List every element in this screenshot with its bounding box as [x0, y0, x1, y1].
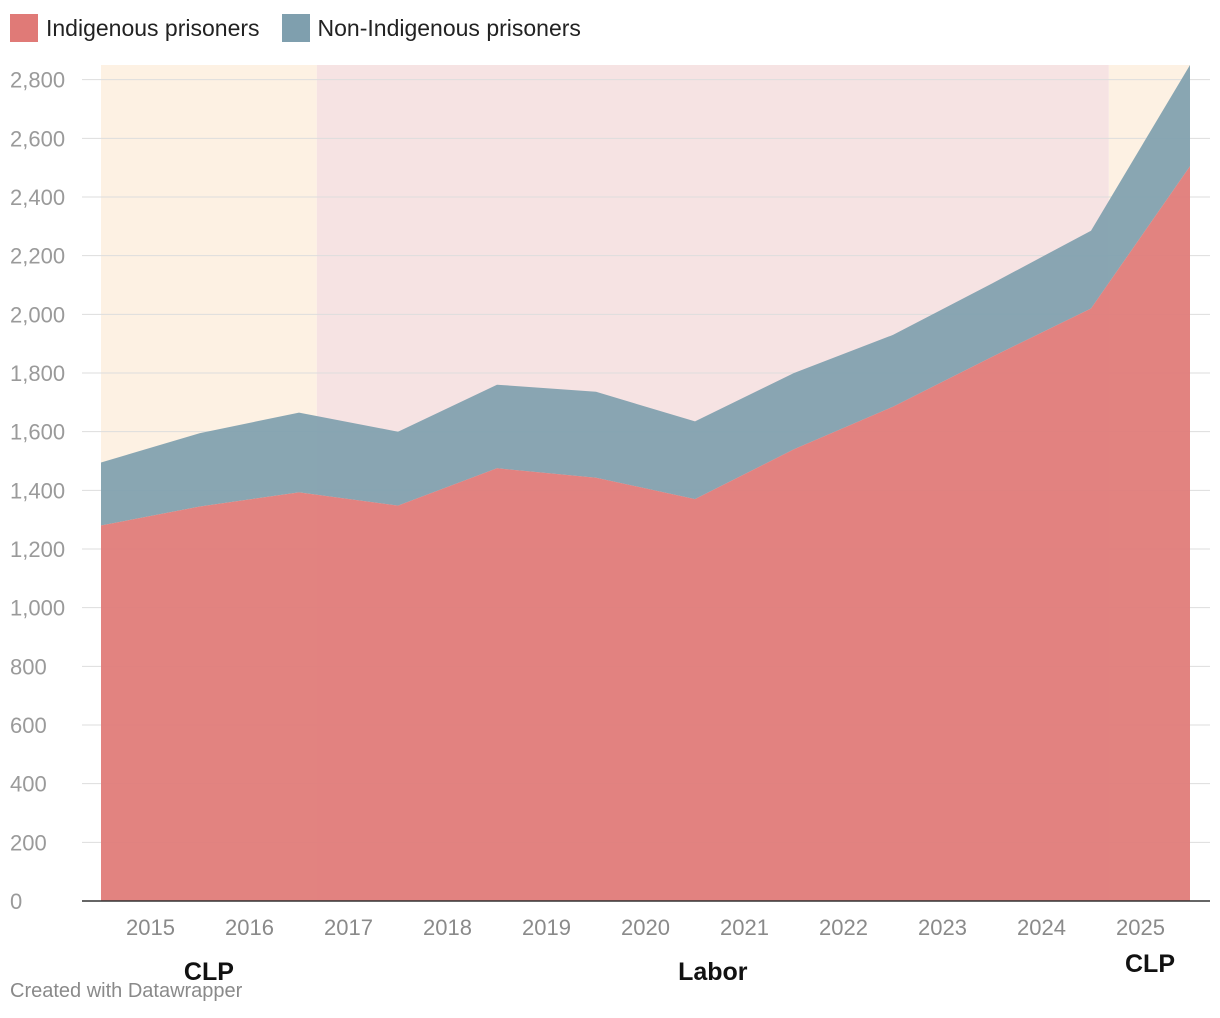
- y-tick-label: 2,400: [10, 185, 65, 210]
- x-tick-label: 2018: [423, 915, 472, 940]
- legend-swatch-non-indigenous: [281, 14, 310, 42]
- x-tick-label: 2020: [621, 915, 670, 940]
- credit-text: Created with Datawrapper: [10, 980, 243, 1002]
- y-tick-label: 0: [10, 889, 22, 914]
- y-tick-label: 1,600: [10, 420, 65, 445]
- y-tick-label: 800: [10, 654, 47, 679]
- government-label-2: CLP: [1125, 950, 1175, 978]
- x-tick-label: 2024: [1017, 915, 1066, 940]
- legend-label-indigenous: Indigenous prisoners: [46, 14, 260, 41]
- y-tick-label: 1,000: [10, 596, 65, 621]
- x-tick-label: 2021: [720, 915, 769, 940]
- y-tick-label: 1,200: [10, 537, 65, 562]
- area-non-indigenous-prisoners: [101, 65, 1190, 526]
- chart-legend: Indigenous prisoners Non-Indigenous pris…: [10, 12, 581, 44]
- x-tick-label: 2015: [126, 915, 175, 940]
- y-tick-label: 2,800: [10, 68, 65, 93]
- government-label-0: CLP: [184, 958, 234, 986]
- x-tick-label: 2017: [324, 915, 373, 940]
- government-label-1: Labor: [678, 958, 748, 986]
- y-tick-label: 600: [10, 713, 47, 738]
- x-axis-labels: 2015 2016 2017 2018 2019 2020 2021 2022 2023 2024…: [126, 915, 1165, 940]
- y-axis-labels: 0 200 400 600 800 1,000 1,200 1,400 1,600 1,800 2,…: [10, 68, 65, 914]
- y-tick-label: 2,200: [10, 244, 65, 269]
- government-labels: CLP Labor CLP: [184, 950, 1175, 986]
- area-indigenous-prisoners: [101, 166, 1190, 901]
- y-tick-label: 400: [10, 772, 47, 797]
- legend-item-non-indigenous: Non-Indigenous prisoners: [281, 14, 581, 42]
- y-tick-label: 2,600: [10, 126, 65, 151]
- x-tick-label: 2016: [225, 915, 274, 940]
- legend-swatch-indigenous: [10, 14, 38, 42]
- y-tick-label: 200: [10, 830, 47, 855]
- y-tick-label: 1,400: [10, 478, 65, 503]
- y-tick-label: 2,000: [10, 302, 65, 327]
- x-tick-label: 2019: [522, 915, 571, 940]
- y-tick-label: 1,800: [10, 361, 65, 386]
- legend-label-non-indigenous: Non-Indigenous prisoners: [317, 14, 581, 41]
- x-tick-label: 2025: [1116, 915, 1165, 940]
- legend-item-indigenous: Indigenous prisoners: [10, 14, 260, 42]
- x-tick-label: 2023: [918, 915, 967, 940]
- x-tick-label: 2022: [819, 915, 868, 940]
